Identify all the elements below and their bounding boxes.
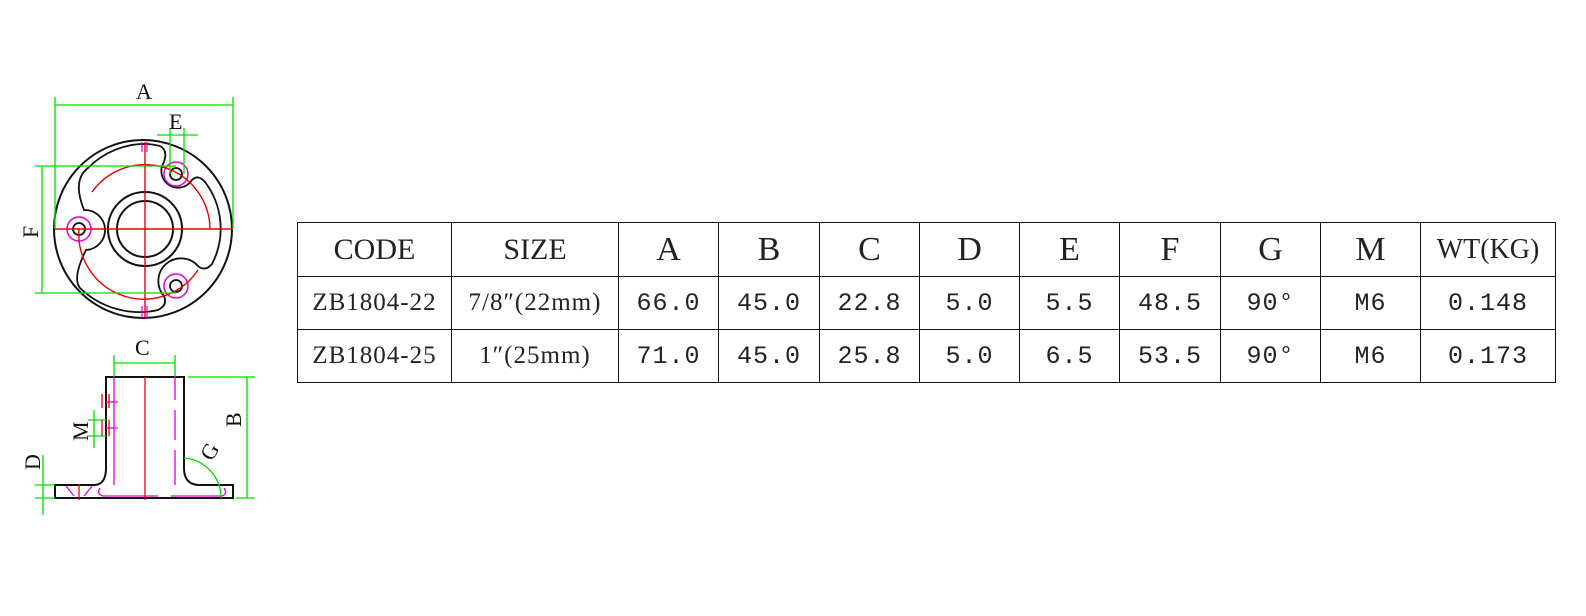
label-d: D (20, 454, 45, 470)
cell-g: 90° (1220, 329, 1321, 383)
inner-recess-outline (76, 143, 222, 313)
header-g: G (1220, 222, 1321, 277)
cell-c: 22.8 (819, 276, 920, 330)
countersink-top (163, 161, 189, 187)
cell-e: 6.5 (1019, 329, 1120, 383)
header-a: A (618, 222, 719, 277)
header-e: E (1019, 222, 1120, 277)
side-outline (54, 376, 234, 499)
cell-e: 5.5 (1019, 276, 1120, 330)
cell-code: ZB1804-25 (297, 329, 452, 383)
label-c: C (135, 335, 150, 360)
header-b: B (718, 222, 820, 277)
cell-size: 7/8″(22mm) (451, 276, 619, 330)
spec-table: CODE SIZE A B C D E F G M WT(KG) ZB1804-… (297, 222, 1556, 383)
cell-a: 66.0 (618, 276, 719, 330)
header-f: F (1119, 222, 1221, 277)
cell-g: 90° (1220, 276, 1321, 330)
bolt-circle (91, 164, 211, 230)
label-b: B (221, 412, 246, 427)
header-wt: WT(KG) (1420, 222, 1556, 277)
header-m: M (1320, 222, 1421, 277)
top-view (53, 139, 233, 319)
cell-f: 48.5 (1119, 276, 1221, 330)
cell-c: 25.8 (819, 329, 920, 383)
cell-a: 71.0 (618, 329, 719, 383)
cell-d: 5.0 (919, 276, 1020, 330)
header-code: CODE (297, 222, 452, 277)
side-view (54, 376, 234, 500)
technical-drawing: A E F C B D M G (18, 79, 255, 515)
table-header-row: CODE SIZE A B C D E F G M WT(KG) (297, 222, 1556, 277)
cell-code: ZB1804-22 (297, 276, 452, 330)
header-d: D (919, 222, 1020, 277)
header-c: C (819, 222, 920, 277)
label-a: A (136, 79, 152, 104)
cell-m: M6 (1320, 276, 1421, 330)
cell-wt: 0.173 (1420, 329, 1556, 383)
side-dimensions (35, 355, 255, 515)
table-row: ZB1804-25 1″(25mm) 71.0 45.0 25.8 5.0 6.… (297, 329, 1556, 383)
cell-size: 1″(25mm) (451, 329, 619, 383)
label-g: G (195, 438, 225, 464)
table-row: ZB1804-22 7/8″(22mm) 66.0 45.0 22.8 5.0 … (297, 276, 1556, 330)
countersink-bottom (163, 273, 189, 299)
cell-d: 5.0 (919, 329, 1020, 383)
label-f: F (18, 226, 43, 238)
cell-wt: 0.148 (1420, 276, 1556, 330)
cell-m: M6 (1320, 329, 1421, 383)
header-size: SIZE (451, 222, 619, 277)
cell-b: 45.0 (718, 329, 820, 383)
top-dimensions (35, 97, 234, 294)
cell-b: 45.0 (718, 276, 820, 330)
label-e: E (169, 109, 182, 134)
cell-f: 53.5 (1119, 329, 1221, 383)
label-m: M (68, 421, 93, 441)
